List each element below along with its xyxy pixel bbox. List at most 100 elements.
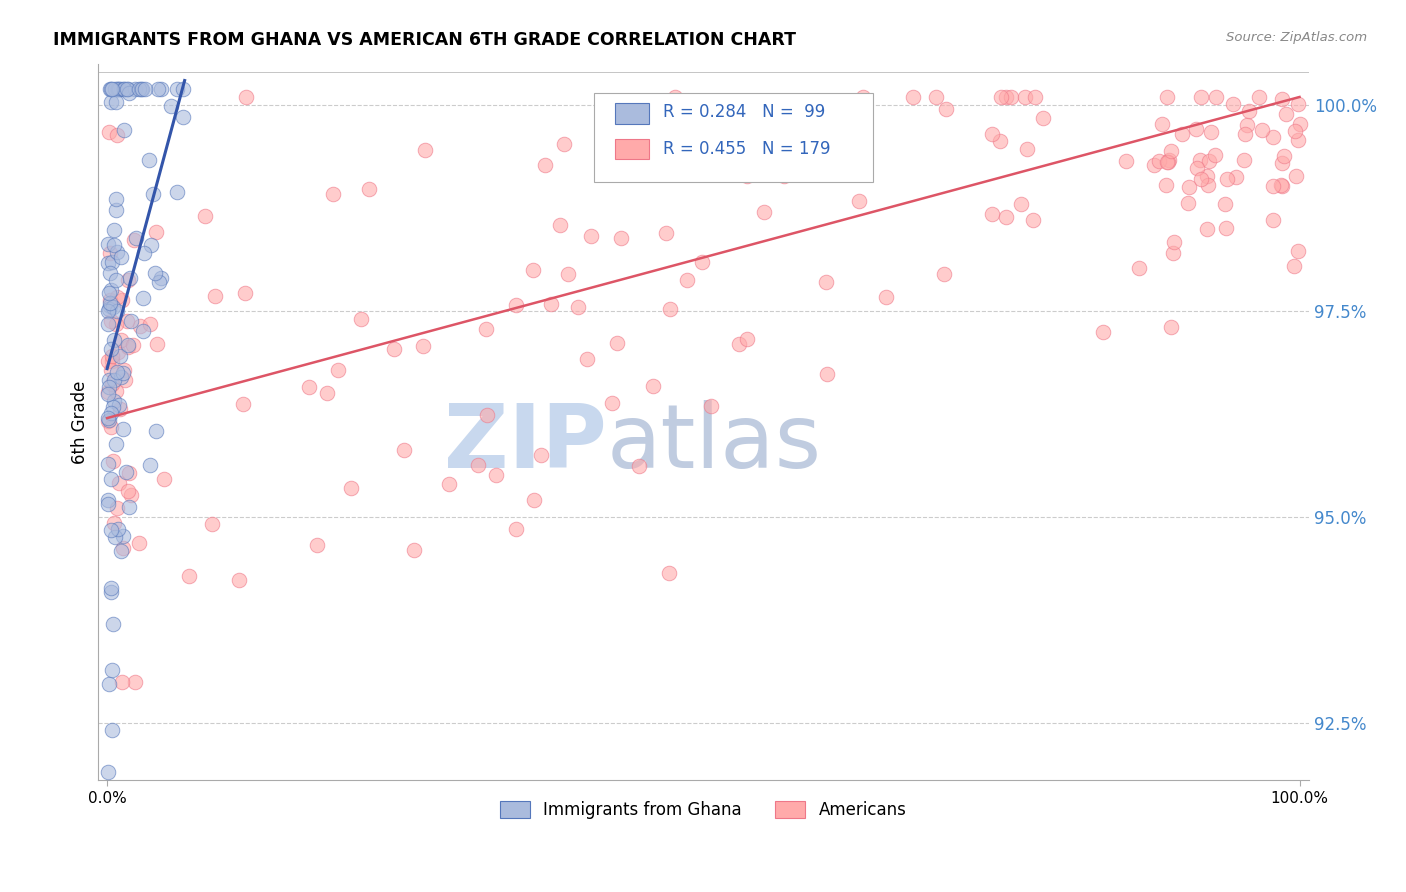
- Point: [117, 338, 139, 352]
- Point: [97, 414, 120, 428]
- Point: [980, 127, 1002, 141]
- Point: [105, 245, 128, 260]
- Point: [97, 411, 120, 425]
- Point: [124, 82, 146, 96]
- Point: [103, 516, 125, 531]
- Point: [112, 529, 135, 543]
- Point: [1156, 178, 1178, 192]
- Point: [1272, 149, 1295, 163]
- Point: [100, 313, 122, 327]
- Point: [567, 300, 589, 314]
- Point: [600, 395, 623, 409]
- Point: [848, 194, 870, 209]
- Point: [579, 229, 602, 244]
- Point: [1225, 169, 1247, 184]
- Point: [392, 442, 415, 457]
- Point: [111, 293, 134, 307]
- Point: [1147, 153, 1170, 168]
- Point: [980, 207, 1002, 221]
- Point: [98, 380, 121, 394]
- Point: [609, 231, 631, 245]
- Point: [105, 304, 128, 318]
- Point: [101, 300, 124, 314]
- Point: [643, 379, 665, 393]
- Point: [523, 492, 546, 507]
- Point: [575, 352, 598, 367]
- Point: [148, 82, 170, 96]
- Point: [1284, 259, 1306, 273]
- Text: Source: ZipAtlas.com: Source: ZipAtlas.com: [1226, 31, 1367, 45]
- Point: [129, 82, 152, 96]
- Point: [1286, 133, 1309, 147]
- Point: [1215, 196, 1237, 211]
- Point: [97, 285, 120, 300]
- Point: [1284, 124, 1306, 138]
- Point: [104, 95, 127, 109]
- Point: [103, 393, 125, 408]
- Point: [107, 522, 129, 536]
- Point: [235, 286, 257, 301]
- Point: [100, 363, 122, 377]
- Point: [1189, 172, 1212, 186]
- Text: atlas: atlas: [606, 401, 821, 487]
- Point: [1157, 154, 1180, 169]
- Point: [1271, 92, 1294, 106]
- Point: [540, 297, 562, 311]
- Point: [108, 401, 131, 416]
- Point: [103, 530, 125, 544]
- Point: [104, 318, 127, 332]
- Point: [1222, 97, 1244, 112]
- Point: [111, 367, 134, 381]
- Point: [100, 723, 122, 738]
- Point: [97, 387, 120, 401]
- Point: [139, 317, 162, 331]
- Point: [104, 82, 127, 96]
- Point: [128, 82, 150, 96]
- Point: [467, 458, 489, 473]
- Point: [773, 169, 796, 183]
- Point: [553, 136, 575, 151]
- Point: [529, 448, 551, 462]
- Point: [1188, 153, 1211, 167]
- Point: [1197, 222, 1219, 236]
- Point: [110, 349, 132, 363]
- Point: [1198, 153, 1220, 168]
- Point: [101, 454, 124, 468]
- Point: [101, 617, 124, 632]
- Point: [316, 386, 339, 401]
- Point: [98, 293, 121, 308]
- Point: [382, 342, 405, 356]
- Point: [522, 262, 544, 277]
- Point: [179, 569, 201, 583]
- Point: [1195, 169, 1218, 183]
- Point: [101, 664, 124, 678]
- Point: [101, 400, 124, 414]
- Point: [103, 333, 125, 347]
- Point: [112, 122, 135, 136]
- Point: [475, 322, 498, 336]
- Point: [1185, 161, 1208, 175]
- Point: [359, 182, 381, 196]
- Point: [1271, 179, 1294, 194]
- Text: R = 0.284   N =  99: R = 0.284 N = 99: [664, 103, 825, 121]
- Point: [105, 384, 128, 399]
- Point: [235, 90, 257, 104]
- Point: [557, 267, 579, 281]
- FancyBboxPatch shape: [595, 93, 873, 182]
- Point: [110, 370, 132, 384]
- Point: [1233, 153, 1256, 168]
- Point: [737, 169, 759, 183]
- Point: [118, 500, 141, 514]
- Point: [990, 90, 1012, 104]
- Point: [108, 398, 131, 412]
- Point: [112, 363, 135, 377]
- Point: [815, 275, 838, 289]
- Point: [1286, 244, 1309, 259]
- Point: [149, 271, 172, 285]
- Point: [100, 471, 122, 485]
- Point: [103, 238, 125, 252]
- Point: [1178, 179, 1201, 194]
- Point: [994, 210, 1017, 224]
- Point: [412, 339, 434, 353]
- Point: [153, 472, 176, 486]
